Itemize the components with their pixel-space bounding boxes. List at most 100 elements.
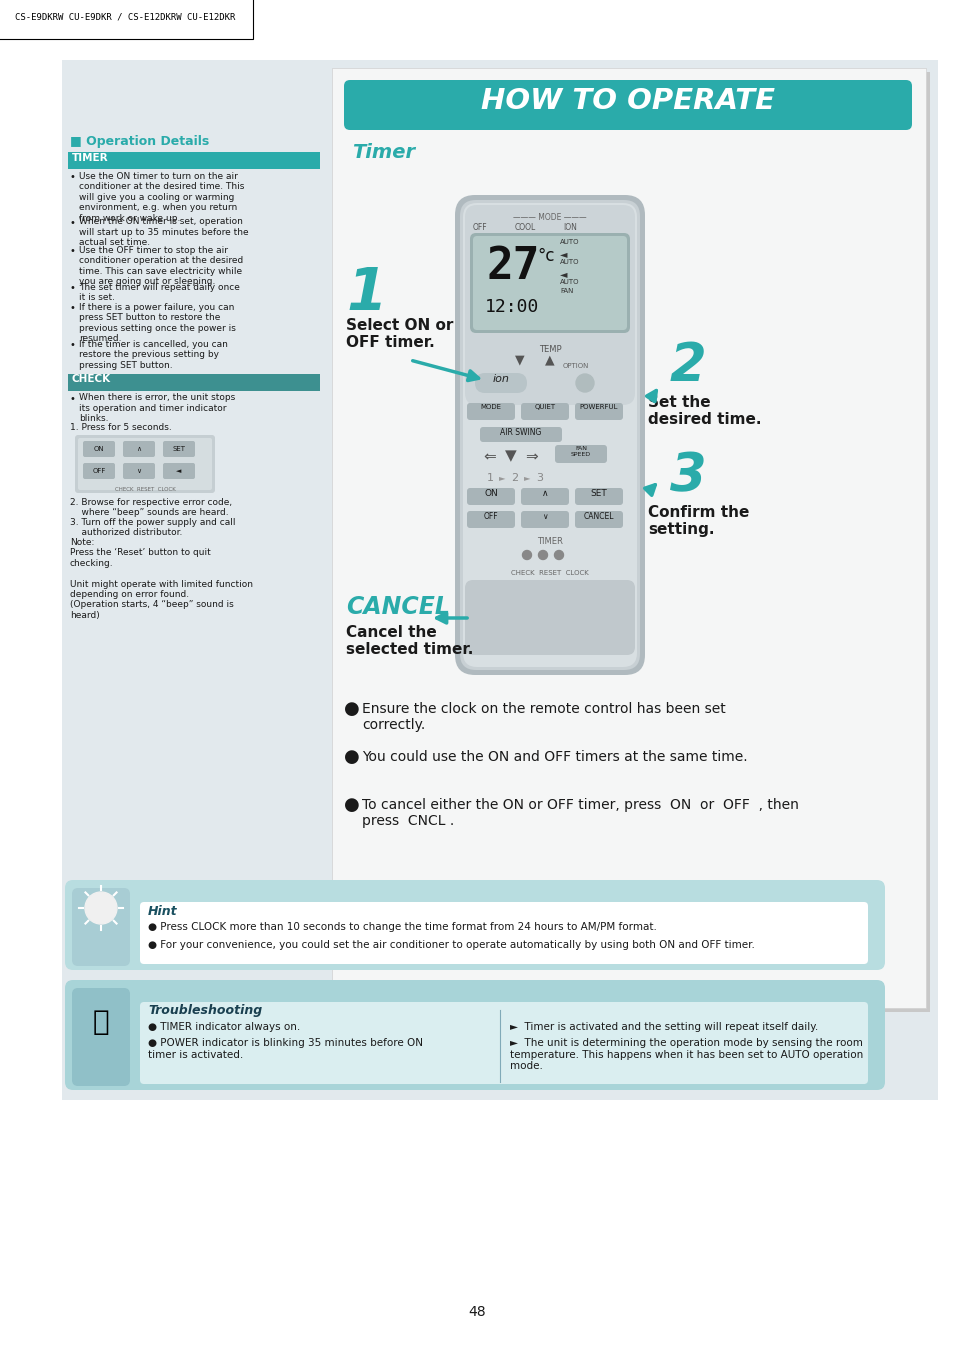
FancyBboxPatch shape (140, 1002, 867, 1084)
Text: SET: SET (590, 489, 607, 499)
Circle shape (85, 892, 117, 924)
Text: ●: ● (344, 748, 359, 766)
Text: 27: 27 (486, 245, 540, 288)
Text: Use the OFF timer to stop the air
conditioner operation at the desired
time. Thi: Use the OFF timer to stop the air condit… (79, 246, 243, 286)
FancyBboxPatch shape (479, 427, 561, 442)
FancyBboxPatch shape (473, 236, 626, 330)
Bar (62, 59, 937, 1100)
Text: OFF: OFF (473, 223, 487, 232)
Text: TEMP: TEMP (538, 345, 560, 354)
Text: Note:
Press the ‘Reset’ button to quit
checking.

Unit might operate with limite: Note: Press the ‘Reset’ button to quit c… (70, 538, 253, 620)
Text: If the timer is cancelled, you can
restore the previous setting by
pressing SET : If the timer is cancelled, you can resto… (79, 340, 228, 370)
Text: CHECK: CHECK (71, 374, 111, 385)
Bar (68, 373, 319, 390)
Text: 2: 2 (669, 340, 706, 392)
Text: FAN: FAN (559, 288, 573, 295)
FancyBboxPatch shape (78, 438, 212, 490)
FancyBboxPatch shape (123, 440, 154, 457)
Text: CANCEL: CANCEL (583, 512, 614, 521)
Text: ● TIMER indicator always on.: ● TIMER indicator always on. (148, 1021, 300, 1032)
FancyBboxPatch shape (575, 488, 622, 505)
Text: ——— MODE ———: ——— MODE ——— (513, 213, 586, 222)
Circle shape (554, 550, 563, 559)
Text: 3: 3 (536, 473, 543, 484)
Text: AUTO: AUTO (559, 239, 578, 245)
FancyBboxPatch shape (464, 580, 635, 655)
Text: ● For your convenience, you could set the air conditioner to operate automatical: ● For your convenience, you could set th… (148, 940, 754, 950)
Text: ∨: ∨ (136, 467, 141, 474)
Text: °c: °c (537, 247, 554, 265)
Text: Confirm the
setting.: Confirm the setting. (647, 505, 749, 538)
FancyBboxPatch shape (83, 440, 115, 457)
Text: ion: ion (492, 374, 509, 384)
Text: ►: ► (498, 473, 505, 482)
Text: Select ON or
OFF timer.: Select ON or OFF timer. (346, 317, 453, 350)
Text: ∧: ∧ (541, 489, 548, 499)
Text: POWERFUL: POWERFUL (579, 404, 618, 409)
FancyBboxPatch shape (75, 435, 214, 493)
FancyBboxPatch shape (575, 403, 622, 420)
Text: OFF: OFF (483, 512, 497, 521)
Text: Troubleshooting: Troubleshooting (148, 1004, 262, 1017)
Text: ■ Operation Details: ■ Operation Details (70, 135, 209, 149)
Text: OPTION: OPTION (562, 363, 589, 369)
Text: CHECK  RESET  CLOCK: CHECK RESET CLOCK (511, 570, 588, 576)
FancyBboxPatch shape (163, 463, 194, 480)
FancyBboxPatch shape (520, 488, 568, 505)
FancyBboxPatch shape (464, 205, 635, 405)
Bar (68, 153, 319, 169)
Text: OFF: OFF (92, 467, 106, 474)
FancyBboxPatch shape (459, 200, 639, 670)
Bar (335, 72, 929, 1012)
Text: 2. Browse for respective error code,
    where “beep” sounds are heard.: 2. Browse for respective error code, whe… (70, 499, 232, 517)
Text: ∨: ∨ (541, 512, 547, 521)
Text: •: • (70, 393, 76, 404)
Text: AUTO: AUTO (559, 259, 578, 265)
Text: •: • (70, 218, 76, 227)
FancyBboxPatch shape (83, 463, 115, 480)
Text: ●: ● (344, 700, 359, 717)
FancyBboxPatch shape (65, 880, 884, 970)
Text: CS-E9DKRW CU-E9DKR / CS-E12DKRW CU-E12DKR: CS-E9DKRW CU-E9DKR / CS-E12DKRW CU-E12DK… (15, 12, 235, 22)
FancyBboxPatch shape (455, 195, 644, 676)
FancyBboxPatch shape (475, 373, 526, 393)
Text: ● POWER indicator is blinking 35 minutes before ON
timer is activated.: ● POWER indicator is blinking 35 minutes… (148, 1038, 422, 1059)
Text: ◄: ◄ (559, 269, 567, 280)
Text: 3. Turn off the power supply and call
    authorized distributor.: 3. Turn off the power supply and call au… (70, 517, 235, 538)
FancyBboxPatch shape (467, 488, 515, 505)
Text: When the ON timer is set, operation
will start up to 35 minutes before the
actua: When the ON timer is set, operation will… (79, 218, 249, 247)
Text: ◄: ◄ (559, 249, 567, 259)
Text: 1: 1 (486, 473, 493, 484)
FancyBboxPatch shape (520, 511, 568, 528)
FancyBboxPatch shape (467, 511, 515, 528)
Text: Use the ON timer to turn on the air
conditioner at the desired time. This
will g: Use the ON timer to turn on the air cond… (79, 172, 244, 223)
FancyBboxPatch shape (520, 403, 568, 420)
FancyBboxPatch shape (71, 888, 130, 966)
Text: Set the
desired time.: Set the desired time. (647, 394, 760, 427)
Text: ▼: ▼ (504, 449, 517, 463)
Text: AIR SWING: AIR SWING (499, 428, 541, 436)
Text: 3: 3 (669, 450, 706, 503)
Text: To cancel either the ON or OFF timer, press  ON  or  OFF  , then
press  CNCL .: To cancel either the ON or OFF timer, pr… (361, 798, 798, 828)
Text: When there is error, the unit stops
its operation and timer indicator
blinks.: When there is error, the unit stops its … (79, 393, 235, 423)
Text: QUIET: QUIET (534, 404, 555, 409)
Text: CANCEL: CANCEL (346, 594, 450, 619)
Circle shape (522, 550, 531, 559)
Text: •: • (70, 303, 76, 313)
Text: 2: 2 (511, 473, 518, 484)
Text: ⇐: ⇐ (483, 450, 496, 465)
Text: ►  Timer is activated and the setting will repeat itself daily.: ► Timer is activated and the setting wil… (510, 1021, 818, 1032)
Circle shape (537, 550, 547, 559)
Text: 1: 1 (346, 265, 386, 322)
Text: You could use the ON and OFF timers at the same time.: You could use the ON and OFF timers at t… (361, 750, 747, 765)
Text: 1. Press for 5 seconds.: 1. Press for 5 seconds. (70, 423, 172, 432)
Text: HOW TO OPERATE: HOW TO OPERATE (480, 86, 774, 115)
FancyBboxPatch shape (71, 988, 130, 1086)
FancyBboxPatch shape (140, 902, 867, 965)
Text: 🔧: 🔧 (92, 1008, 110, 1036)
Text: If there is a power failure, you can
press SET button to restore the
previous se: If there is a power failure, you can pre… (79, 303, 235, 343)
Text: MODE: MODE (480, 404, 501, 409)
Text: Timer: Timer (352, 143, 415, 162)
Text: ON: ON (93, 446, 104, 453)
Text: •: • (70, 340, 76, 350)
